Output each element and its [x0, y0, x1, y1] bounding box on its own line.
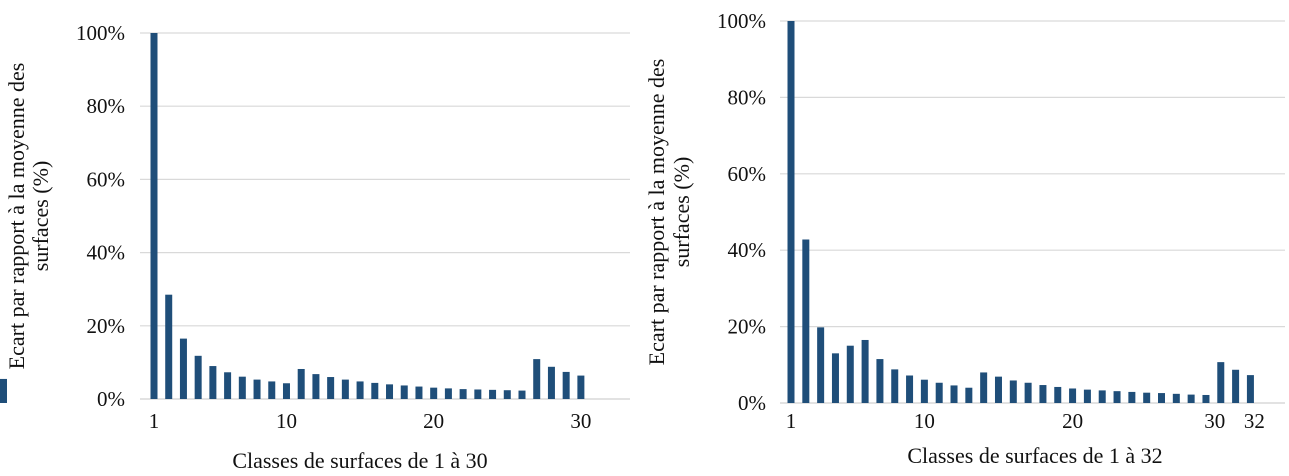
x-tick-label: 30 — [1204, 409, 1225, 433]
bar — [876, 359, 884, 403]
bar — [327, 377, 335, 399]
bar — [906, 375, 914, 403]
bar — [341, 379, 349, 399]
bar — [371, 382, 379, 399]
x-axis-title: Classes de surfaces de 1 à 32 — [907, 443, 1162, 468]
bar — [312, 374, 320, 399]
y-axis-title: surfaces (%) — [669, 157, 694, 268]
x-tick-label: 32 — [1244, 409, 1265, 433]
bar — [1054, 386, 1062, 403]
bar — [1009, 380, 1017, 403]
bar — [1083, 389, 1091, 403]
bar — [935, 382, 943, 403]
bar — [547, 366, 555, 399]
bar — [1172, 393, 1180, 403]
y-tick-label: 60% — [728, 162, 767, 186]
bar — [444, 388, 452, 399]
bar — [1246, 375, 1254, 403]
bar — [238, 376, 246, 399]
bar — [994, 376, 1002, 403]
x-tick-label: 30 — [570, 409, 591, 433]
bar — [980, 372, 988, 403]
y-tick-label: 100% — [76, 21, 125, 45]
bar — [965, 387, 973, 403]
bar — [253, 379, 261, 399]
bar — [1039, 385, 1047, 403]
bar — [831, 353, 839, 403]
y-axis-title: Ecart par rapport à la moyenne des — [4, 63, 29, 370]
bar — [1232, 369, 1240, 403]
bar — [459, 389, 467, 399]
x-tick-label: 20 — [423, 409, 444, 433]
bar — [533, 359, 541, 399]
y-tick-label: 0% — [97, 387, 125, 411]
bar — [0, 378, 7, 403]
bar — [282, 383, 290, 399]
y-axis-title: Ecart par rapport à la moyenne des — [644, 59, 669, 366]
y-tick-label: 20% — [87, 314, 126, 338]
bar — [950, 385, 958, 403]
y-tick-label: 20% — [728, 315, 767, 339]
bar — [891, 369, 899, 403]
y-tick-label: 100% — [717, 9, 766, 33]
bar — [861, 339, 869, 403]
bar — [489, 389, 497, 399]
bar — [1024, 382, 1032, 403]
bar — [356, 381, 364, 399]
bar — [1217, 362, 1225, 403]
x-tick-label: 1 — [149, 409, 160, 433]
bar — [268, 381, 276, 399]
x-tick-label: 1 — [786, 409, 797, 433]
bar — [817, 327, 825, 403]
bar — [194, 355, 202, 399]
bar — [1202, 394, 1210, 403]
chart-left: 0% 20% 40% 60% 80% 100% 1 10 20 30 Ecart par rappo… — [4, 21, 630, 473]
bar — [1143, 392, 1151, 403]
x-tick-label: 20 — [1062, 409, 1083, 433]
y-tick-label: 80% — [87, 94, 126, 118]
bar — [474, 389, 482, 399]
bar — [1069, 388, 1077, 403]
bar — [209, 366, 217, 399]
bar — [1158, 393, 1165, 403]
bar — [1113, 391, 1121, 403]
bar — [577, 375, 585, 399]
y-tick-label: 60% — [87, 167, 126, 191]
x-tick-label: 10 — [276, 409, 297, 433]
bar — [920, 379, 928, 403]
bar — [386, 384, 394, 399]
y-axis-title: surfaces (%) — [28, 161, 53, 272]
bar — [415, 386, 423, 399]
bar — [503, 390, 511, 399]
bar — [802, 239, 810, 403]
y-tick-label: 40% — [87, 241, 126, 265]
bar — [1098, 390, 1106, 403]
bar — [400, 385, 408, 399]
x-tick-label: 10 — [914, 409, 935, 433]
y-tick-label: 80% — [728, 85, 767, 109]
bar — [297, 368, 305, 399]
bar — [846, 345, 854, 403]
bar — [165, 294, 173, 399]
y-tick-label: 0% — [738, 391, 766, 415]
y-tick-label: 40% — [728, 238, 767, 262]
x-axis-title: Classes de surfaces de 1 à 30 — [232, 448, 487, 473]
bar — [787, 21, 795, 403]
bar — [1128, 391, 1136, 403]
bar — [179, 338, 187, 399]
bar — [562, 371, 570, 399]
bar — [224, 372, 232, 399]
bar — [150, 33, 158, 399]
bar — [518, 390, 526, 399]
bar — [1187, 394, 1195, 403]
bar — [430, 387, 438, 399]
